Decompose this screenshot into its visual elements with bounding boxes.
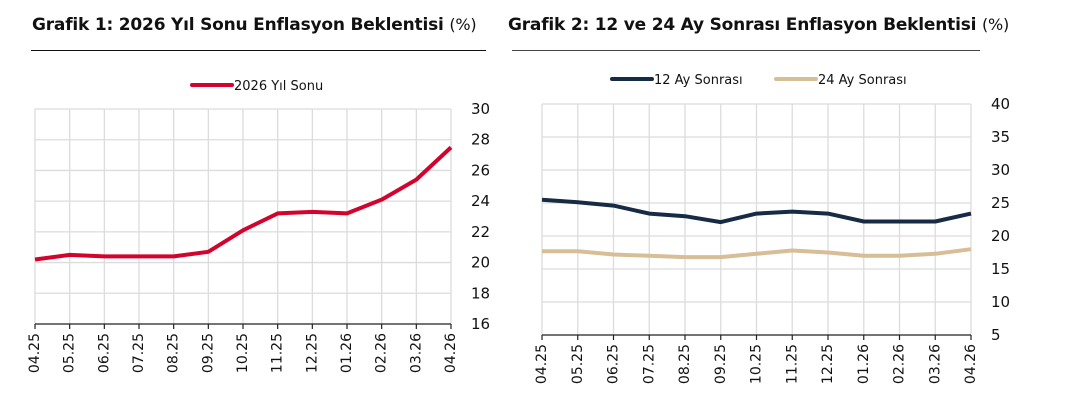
y-tick-label: 20 [991,227,1010,245]
x-tick-label: 06.25 [96,333,112,373]
y-tick-label: 18 [471,284,490,302]
y-tick-label: 16 [471,315,490,333]
chart-1-title-text: Grafik 1: 2026 Yıl Sonu Enflasyon Beklen… [32,15,444,35]
x-tick-label: 06.25 [606,344,622,384]
y-tick-label: 24 [471,192,490,210]
chart-1-panel: Grafik 1: 2026 Yıl Sonu Enflasyon Beklen… [0,0,510,420]
chart-2-title-unit: (%) [981,15,1010,34]
x-tick-label: 08.25 [677,344,693,384]
x-tick-label: 12.25 [304,333,320,373]
y-tick-label: 15 [991,260,1010,278]
x-tick-label: 05.25 [570,344,586,384]
chart-1-plot: 04.25 05.25 06.25 07.25 08.25 09.25 10.25 11.25… [27,79,490,373]
y-tick-label: 30 [471,100,490,118]
y-tick-label: 35 [991,128,1010,146]
x-tick-label: 04.26 [963,344,979,384]
x-tick-label: 11.25 [270,333,286,373]
x-tick-label: 03.26 [927,344,943,384]
x-tick-label: 09.25 [713,344,729,384]
x-tick-label: 01.26 [856,344,872,384]
chart-1-title: Grafik 1: 2026 Yıl Sonu Enflasyon Beklen… [32,15,477,35]
legend-label-2: 24 Ay Sonrası [818,73,907,88]
x-tick-label: 04.25 [27,333,43,373]
x-tick-label: 07.25 [641,344,657,384]
legend-label-1: 12 Ay Sonrası [654,73,743,88]
x-tick-label: 10.25 [749,344,765,384]
series-line-1 [34,145,453,262]
legend-label-1: 2026 Yıl Sonu [234,79,323,94]
series-line-2 [542,247,972,260]
y-tick-label: 28 [471,131,490,149]
series-line-1 [541,197,972,225]
chart-2-title: Grafik 2: 12 ve 24 Ay Sonrası Enflasyon … [508,15,1009,35]
x-tick-label: 01.26 [339,333,355,373]
y-tick-label: 25 [991,194,1010,212]
y-tick-label: 5 [991,326,1001,344]
y-tick-label: 10 [991,293,1010,311]
chart-1-title-unit: (%) [449,15,477,34]
y-tick-label: 26 [471,161,490,179]
chart-2-title-text: Grafik 2: 12 ve 24 Ay Sonrası Enflasyon … [508,15,977,35]
y-tick-label: 22 [471,223,490,241]
x-tick-label: 10.25 [235,333,251,373]
x-tick-label: 11.25 [784,344,800,384]
x-tick-label: 09.25 [200,333,216,373]
y-tick-label: 30 [991,161,1010,179]
y-tick-label: 20 [471,254,490,272]
x-tick-label: 12.25 [820,344,836,384]
x-tick-label: 02.26 [374,333,390,373]
chart-2-title-rule [512,50,980,51]
x-tick-label: 04.25 [534,344,550,384]
x-tick-label: 05.25 [62,333,78,373]
y-tick-label: 40 [991,95,1010,113]
x-tick-label: 08.25 [166,333,182,373]
x-tick-label: 04.26 [443,333,459,373]
x-tick-label: 02.26 [892,344,908,384]
chart-1-title-rule [31,50,486,51]
x-tick-label: 03.26 [408,333,424,373]
x-tick-label: 07.25 [131,333,147,373]
